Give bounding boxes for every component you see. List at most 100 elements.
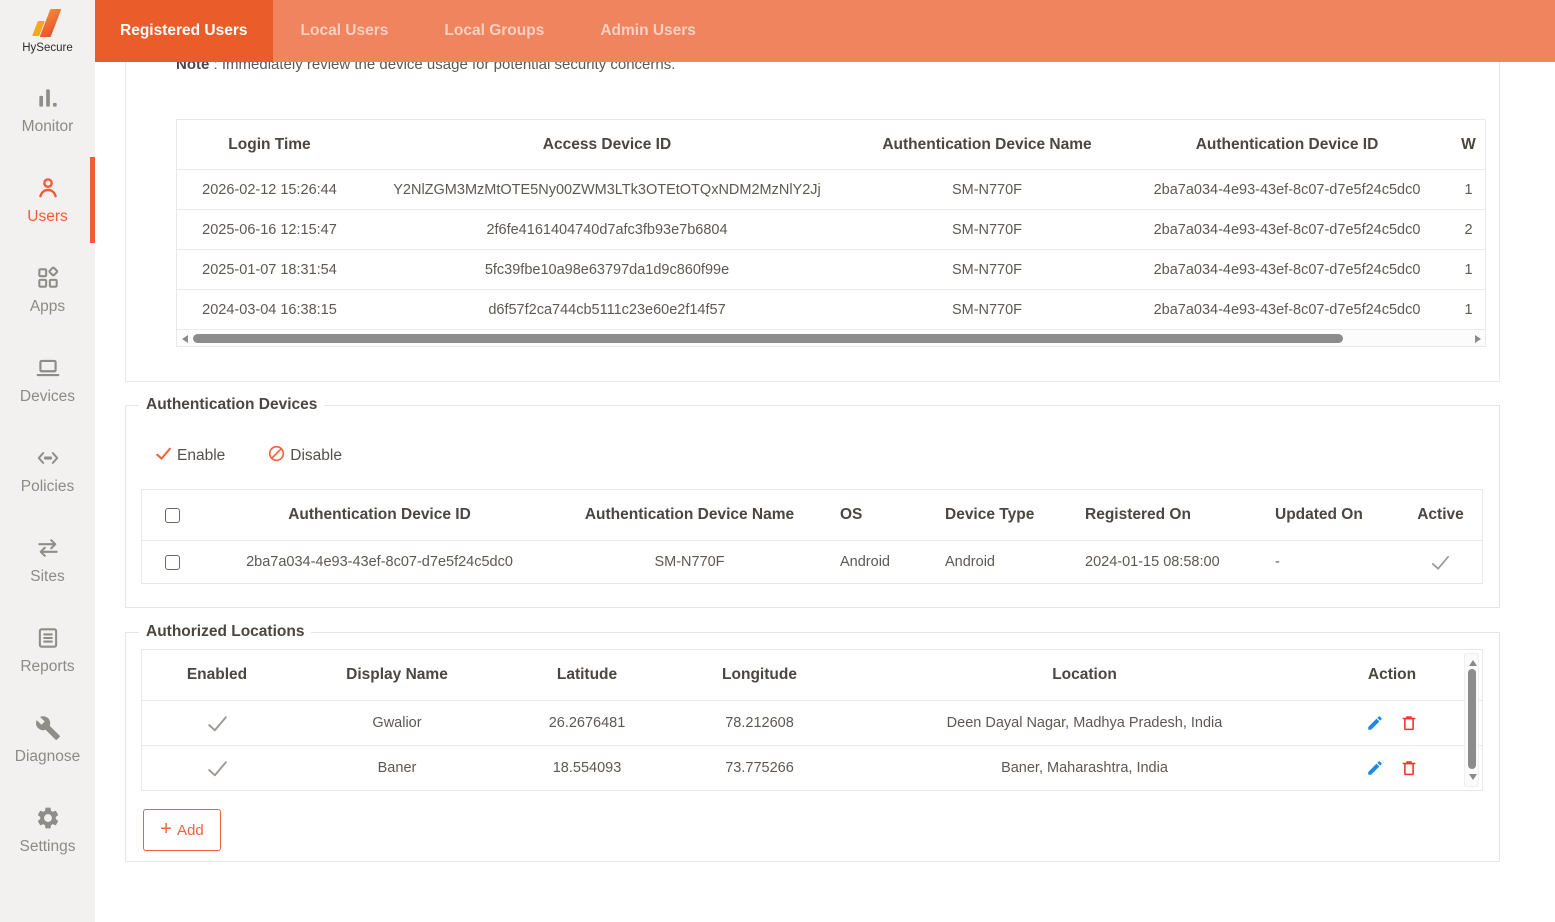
document-icon [35,625,61,651]
table-row: 2ba7a034-4e93-43ef-8c07-d7e5f24c5dc0 SM-… [142,540,1482,583]
cell-auth-device-name: SM-N770F [951,301,1023,318]
sidebar-item-label: Users [27,207,68,225]
vertical-scrollbar[interactable] [1464,653,1479,787]
add-button-label: Add [176,821,204,839]
sidebar-item-reports[interactable]: Reports [0,605,95,695]
delete-button[interactable] [1400,714,1418,732]
column-header-display-name: Display Name [346,666,448,683]
sidebar: HySecure Monitor Users [0,0,95,922]
cell-location: Deen Dayal Nagar, Madhya Pradesh, India [946,715,1223,731]
column-header-auth-device-name: Authentication Device Name [882,135,1092,153]
block-icon [267,444,286,468]
cell-access-device-id: Y2NlZGM3MzMtOTE5Ny00ZWM3LTk3OTEtOTQxNDM2… [393,181,821,198]
disable-button[interactable]: Disable [267,444,342,468]
authentication-devices-section: Authentication Devices Enable Disable [125,396,1500,608]
cell-latitude: 26.2676481 [548,715,626,731]
code-brackets-icon [35,445,61,471]
cell-access-device-id: 2f6fe4161404740d7afc3fb93e7b6804 [486,221,728,238]
row-checkbox[interactable] [164,554,180,570]
table-row: Baner 18.554093 73.775266 Baner, Maharas… [142,745,1482,790]
sidebar-item-apps[interactable]: Apps [0,245,95,335]
enable-button[interactable]: Enable [154,444,225,468]
table-row: 2026-02-12 15:26:44 Y2NlZGM3MzMtOTE5Ny00… [177,169,1485,209]
cell-login-time: 2026-02-12 15:26:44 [202,181,337,198]
select-all-checkbox[interactable] [164,507,180,523]
sidebar-item-policies[interactable]: Policies [0,425,95,515]
sidebar-item-users[interactable]: Users [0,155,95,245]
sidebar-item-label: Reports [20,657,75,675]
cell-longitude: 73.775266 [725,760,794,776]
cell-auth-device-name: SM-N770F [951,261,1023,278]
cell-auth-device-id: 2ba7a034-4e93-43ef-8c07-d7e5f24c5dc0 [1153,221,1421,238]
add-location-button[interactable]: + Add [143,809,221,851]
column-header-access-device-id: Access Device ID [542,135,672,153]
note-text: : Immediately review the device usage fo… [209,62,676,73]
column-header-device-type: Device Type [945,506,1035,523]
sidebar-item-sites[interactable]: Sites [0,515,95,605]
scroll-up-arrow-icon[interactable] [1468,660,1477,666]
section-title: Authorized Locations [139,623,312,641]
column-header-longitude: Longitude [722,666,797,683]
delete-button[interactable] [1400,759,1418,777]
authorized-locations-section: Authorized Locations Enabled Display Nam… [125,623,1500,862]
cell-auth-device-id: 2ba7a034-4e93-43ef-8c07-d7e5f24c5dc0 [246,554,513,570]
column-header-location: Location [1052,666,1117,683]
sidebar-item-label: Apps [29,297,66,315]
tab-local-users[interactable]: Local Users [300,22,389,39]
horizontal-scrollbar-thumb[interactable] [193,334,1343,343]
cell-login-time: 2025-01-07 18:31:54 [202,261,337,278]
enabled-check-icon [142,711,292,736]
column-header-updated-on: Updated On [1275,506,1363,523]
cell-display-name: Gwalior [372,715,422,731]
cell-clipped: 1 [1464,301,1473,318]
scroll-left-arrow-icon[interactable] [182,334,188,343]
cell-auth-device-id: 2ba7a034-4e93-43ef-8c07-d7e5f24c5dc0 [1153,181,1421,198]
cell-longitude: 78.212608 [725,715,794,731]
laptop-icon [35,355,61,381]
column-header-auth-device-id: Authentication Device ID [288,506,471,523]
sidebar-item-devices[interactable]: Devices [0,335,95,425]
apps-grid-icon [35,265,61,291]
scroll-right-arrow-icon[interactable] [1475,334,1481,343]
table-header-row: Enabled Display Name Latitude Longitude … [142,650,1482,700]
tab-registered-users[interactable]: Registered Users [95,0,273,62]
table-header-row: Authentication Device ID Authentication … [142,490,1482,540]
table-row: 2024-03-04 16:38:15 d6f57f2ca744cb5111c2… [177,289,1485,329]
sidebar-item-label: Diagnose [14,747,81,765]
sidebar-item-settings[interactable]: Settings [0,785,95,875]
tab-admin-users[interactable]: Admin Users [600,22,696,39]
wrench-icon [35,715,61,741]
sidebar-item-label: Policies [20,477,75,495]
cell-auth-device-id: 2ba7a034-4e93-43ef-8c07-d7e5f24c5dc0 [1153,261,1421,278]
sidebar-item-diagnose[interactable]: Diagnose [0,695,95,785]
cell-login-time: 2025-06-16 12:15:47 [202,221,337,238]
authorized-locations-table: Enabled Display Name Latitude Longitude … [141,649,1483,791]
vertical-scrollbar-thumb[interactable] [1467,669,1476,769]
table-row: Gwalior 26.2676481 78.212608 Deen Dayal … [142,700,1482,745]
enable-label: Enable [177,447,226,464]
edit-button[interactable] [1366,759,1384,777]
main-content: Note : Immediately review the device usa… [95,62,1555,922]
cell-auth-device-id: 2ba7a034-4e93-43ef-8c07-d7e5f24c5dc0 [1153,301,1421,318]
cell-display-name: Baner [377,760,417,776]
horizontal-scrollbar[interactable] [177,329,1485,346]
column-header-auth-device-name: Authentication Device Name [584,506,795,523]
column-header-login-time: Login Time [228,135,311,153]
tab-local-groups[interactable]: Local Groups [444,22,545,39]
brand-logo[interactable]: HySecure [0,0,95,62]
sidebar-item-label: Settings [19,837,76,855]
cell-login-time: 2024-03-04 16:38:15 [202,301,337,318]
cell-auth-device-name: SM-N770F [654,554,725,570]
column-header-auth-device-id: Authentication Device ID [1195,135,1379,153]
column-header-active: Active [1417,506,1464,523]
check-icon [154,444,173,468]
cell-location: Baner, Maharashtra, India [1001,760,1168,776]
user-icon [35,175,61,201]
cell-clipped: 2 [1464,221,1473,238]
scroll-down-arrow-icon[interactable] [1468,774,1477,780]
top-nav: Registered Users Local Users Local Group… [95,0,1555,62]
column-header-latitude: Latitude [556,666,618,683]
edit-button[interactable] [1366,714,1384,732]
sidebar-item-monitor[interactable]: Monitor [0,65,95,155]
cell-os: Android [840,554,890,570]
